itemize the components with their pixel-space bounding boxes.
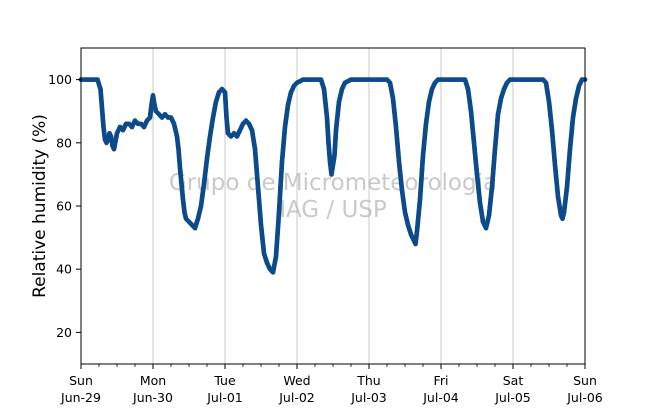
x-tick-label-date: Jul-06 <box>566 390 603 405</box>
watermark-line-2: IAG / USP <box>279 197 387 223</box>
x-tick-label-date: Jul-04 <box>422 390 459 405</box>
x-tick-label-date: Jun-29 <box>60 390 101 405</box>
x-axis: Sun Jun-29 Mon Jun-30 Tue Jul-01 Wed Jul-02 Thu J… <box>60 364 603 405</box>
y-axis: 20 40 60 80 100 <box>48 72 81 340</box>
x-tick-label-day: Sun <box>69 373 93 388</box>
watermark: Grupo de Micrometeorologia IAG / USP <box>169 170 497 223</box>
x-tick-label-date: Jun-30 <box>132 390 173 405</box>
x-tick-label-day: Wed <box>283 373 310 388</box>
x-tick-label-date: Jul-01 <box>206 390 243 405</box>
x-tick-label-day: Tue <box>213 373 236 388</box>
y-tick-label: 60 <box>56 199 72 214</box>
x-tick-label-day: Thu <box>356 373 380 388</box>
x-tick-label-day: Mon <box>140 373 166 388</box>
y-axis-title: Relative humidity (%) <box>30 114 50 298</box>
y-tick-label: 20 <box>56 325 72 340</box>
y-tick-label: 40 <box>56 262 72 277</box>
y-tick-label: 80 <box>56 135 72 150</box>
y-tick-label: 100 <box>48 72 72 87</box>
data-points <box>78 77 588 275</box>
x-tick-label-day: Fri <box>434 373 449 388</box>
x-tick-label-date: Jul-02 <box>278 390 315 405</box>
x-tick-label-day: Sat <box>503 373 524 388</box>
x-tick-label-date: Jul-03 <box>350 390 387 405</box>
x-tick-label-day: Sun <box>573 373 597 388</box>
x-tick-label-date: Jul-05 <box>494 390 531 405</box>
